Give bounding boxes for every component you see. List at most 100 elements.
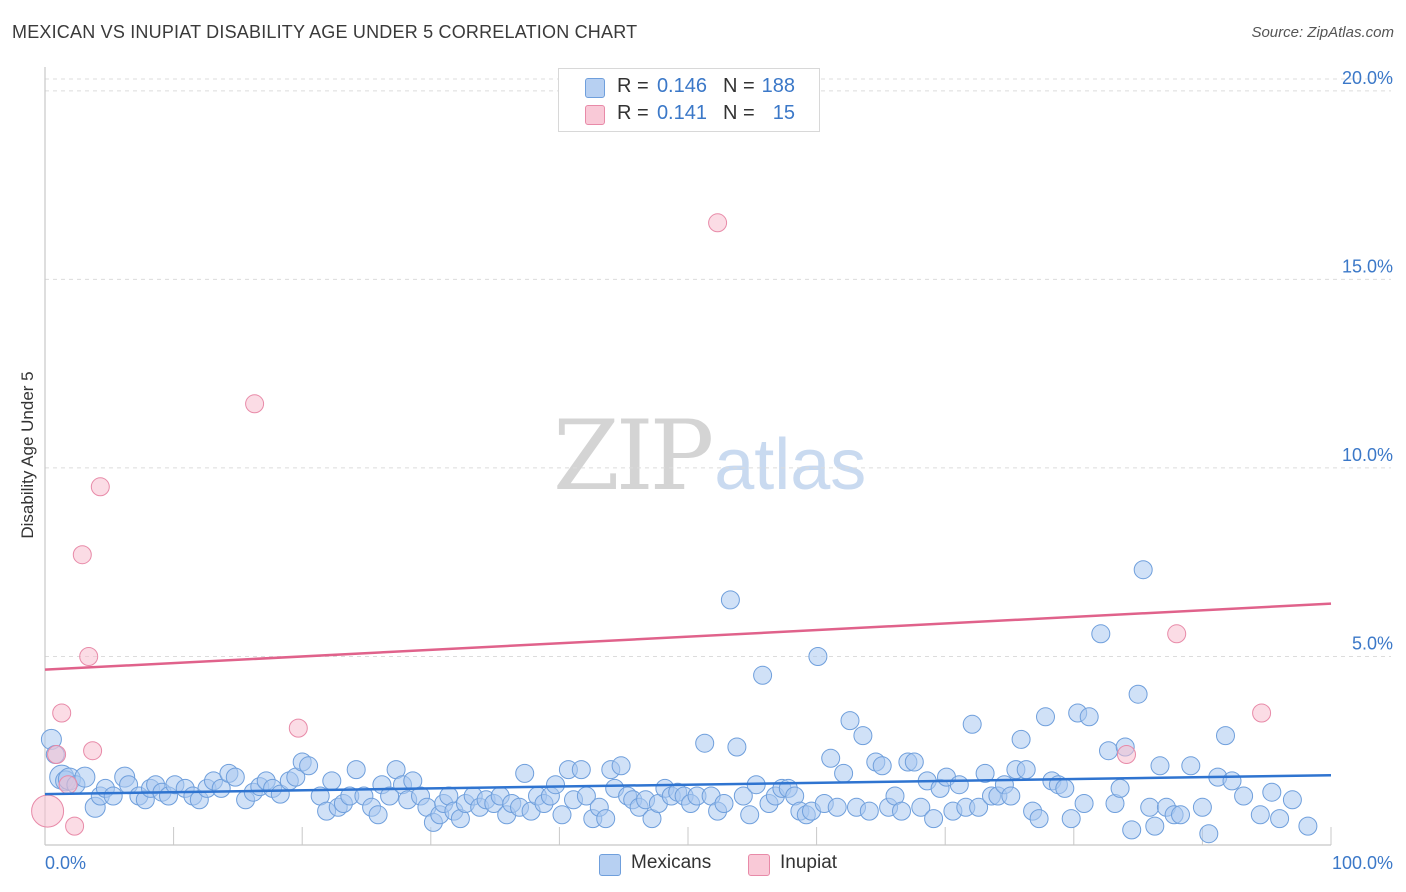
mexican-point xyxy=(733,786,753,806)
mexican-point xyxy=(821,748,841,768)
inupiat-point xyxy=(79,647,99,666)
mexican-point xyxy=(840,711,860,731)
mexican-point xyxy=(1171,805,1190,825)
source-credit: Source: ZipAtlas.com xyxy=(1251,24,1394,41)
mexican-point xyxy=(1222,771,1242,791)
mexican-point xyxy=(571,760,591,780)
mexican-point xyxy=(740,805,760,825)
mexican-point xyxy=(695,733,715,753)
mexican-point xyxy=(611,756,631,776)
inupiat-point xyxy=(708,213,728,233)
mexican-point xyxy=(720,590,740,610)
inupiat-label: Inupiat xyxy=(780,852,838,873)
mexican-point xyxy=(753,665,773,685)
mexican-point xyxy=(1001,786,1021,806)
mexican-point xyxy=(546,775,565,795)
mexican-point xyxy=(1128,684,1148,704)
y-tick-label: 20.0% xyxy=(1342,68,1393,88)
watermark: ZIPatlas xyxy=(553,400,866,512)
mexican-point xyxy=(225,767,245,787)
mexican-point xyxy=(1133,560,1153,580)
inupiat-trend-line xyxy=(44,602,1332,671)
legend-r-value: 0.146 xyxy=(656,75,707,97)
inupiat-point xyxy=(1167,624,1187,644)
inupiat-point xyxy=(31,794,65,828)
mexican-point xyxy=(1270,809,1290,829)
mexican-point xyxy=(74,766,96,788)
mexican-point xyxy=(1099,741,1118,761)
mexican-point xyxy=(1199,824,1219,844)
mexican-point xyxy=(1234,786,1254,806)
mexican-point xyxy=(1091,624,1111,644)
mexican-point xyxy=(969,797,989,817)
mexican-point xyxy=(1181,756,1201,776)
mexican-point xyxy=(1145,816,1165,836)
inupiat-point xyxy=(90,477,110,497)
mexican-point xyxy=(515,763,535,783)
y-tick-label: 5.0% xyxy=(1352,633,1393,653)
mexican-point xyxy=(1262,782,1282,802)
legend-n-value: 188 xyxy=(761,75,795,97)
legend-r-label: R = xyxy=(617,75,649,97)
legend-n-value: 15 xyxy=(772,102,795,124)
mexican-point xyxy=(1016,760,1036,780)
mexican-point xyxy=(924,809,944,829)
y-axis-label: Disability Age Under 5 xyxy=(18,371,37,539)
mexican-point xyxy=(1036,707,1055,727)
legend-row-mexicans: R = 0.146 N = 188 xyxy=(559,73,819,101)
inupiat-point xyxy=(245,394,265,414)
mexican-point xyxy=(552,805,572,825)
series-legend: Mexicans Inupiat xyxy=(0,852,1406,878)
y-tick-label: 10.0% xyxy=(1342,445,1393,465)
mexicans-label: Mexicans xyxy=(631,852,712,873)
legend-r-value: 0.141 xyxy=(656,102,707,124)
mexican-point xyxy=(103,786,123,806)
inupiat-point xyxy=(58,775,78,795)
mexicans-swatch xyxy=(599,854,621,876)
watermark-zip: ZIP xyxy=(553,400,714,512)
mexicans-trend-line xyxy=(44,773,1332,796)
mexican-point xyxy=(834,763,854,783)
inupiat-swatch xyxy=(748,854,770,876)
inupiat-points xyxy=(31,213,1272,836)
legend-swatch-pink xyxy=(585,105,605,125)
trend-lines xyxy=(44,602,1332,796)
mexican-point xyxy=(1298,816,1318,836)
mexican-point xyxy=(1192,797,1212,817)
mexican-point xyxy=(1074,794,1094,813)
mexican-point xyxy=(853,726,873,746)
mexican-point xyxy=(892,801,911,821)
mexican-point xyxy=(1055,778,1075,798)
legend-n-label: N = xyxy=(723,102,755,124)
mexican-point xyxy=(727,737,747,757)
mexican-point xyxy=(1029,809,1049,829)
mexican-point xyxy=(949,775,969,795)
y-tick-label: 15.0% xyxy=(1342,256,1393,276)
mexican-point xyxy=(1110,778,1130,798)
mexican-point xyxy=(911,797,931,817)
mexican-point xyxy=(827,797,847,817)
legend-row-inupiat: R = 0.141 N = 15 xyxy=(559,100,819,128)
inupiat-point xyxy=(65,816,85,836)
mexican-point xyxy=(596,809,616,829)
watermark-atlas: atlas xyxy=(714,425,867,505)
correlation-legend: R = 0.146 N = 188 R = 0.141 N = 15 xyxy=(558,68,820,132)
mexican-point xyxy=(1150,756,1170,776)
mexican-point xyxy=(1216,726,1235,746)
mexican-point xyxy=(714,794,734,813)
inupiat-point xyxy=(83,741,103,761)
mexican-point xyxy=(872,756,892,776)
mexican-point xyxy=(1140,797,1160,817)
inupiat-point xyxy=(52,703,72,723)
mexicans-points xyxy=(40,560,1318,844)
mexican-point xyxy=(1061,809,1081,829)
mexican-point xyxy=(211,778,231,798)
grid-lines xyxy=(45,78,1391,657)
mexican-point xyxy=(346,760,366,780)
mexican-point xyxy=(368,805,388,825)
legend-n-label: N = xyxy=(723,75,755,97)
inupiat-point xyxy=(288,718,308,738)
legend-swatch-blue xyxy=(585,78,605,98)
legend-r-label: R = xyxy=(617,102,649,124)
